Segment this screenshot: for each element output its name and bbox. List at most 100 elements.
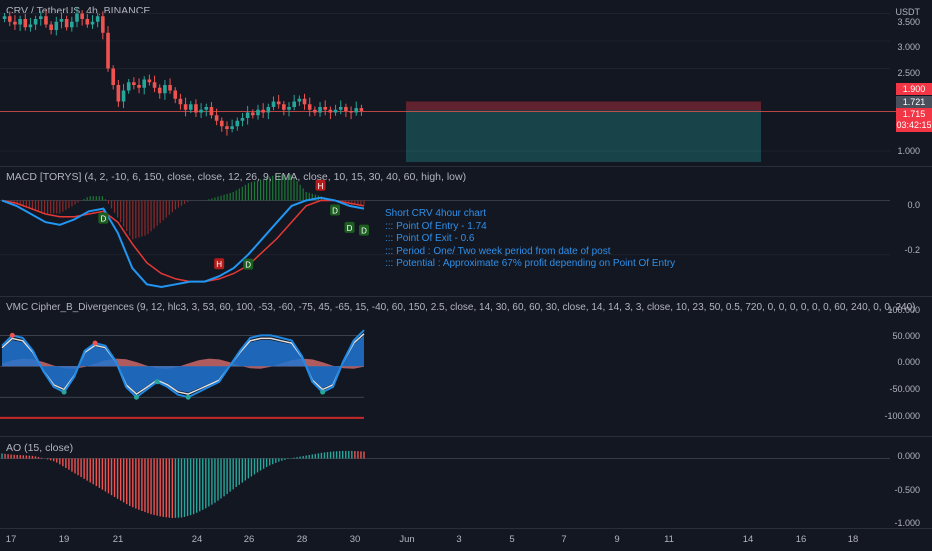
candle-body [219,120,224,127]
candle-body [121,90,126,102]
x-tick: 21 [112,534,124,545]
pane-separator-2[interactable] [0,296,932,297]
candle-body [54,21,59,30]
ao-tick-0: 0.000 [897,451,920,461]
candle-body [251,112,255,116]
ao-tick-neg05: -0.500 [894,485,920,495]
macd-tick-0: 0.0 [907,200,920,210]
candle-body [214,115,219,121]
macd-marker-label: H [318,182,324,191]
candle-body [328,109,333,113]
candle-body [23,19,28,28]
note-line-2: ::: Point Of Entry - 1.74 [385,220,487,232]
x-tick: 18 [847,534,859,545]
pane-separator-3[interactable] [0,436,932,437]
macd-tick-neg02: -0.2 [904,245,920,255]
vmc-cross-dot [61,389,67,395]
macd-marker-label: D [100,215,106,224]
candle-body [349,111,353,113]
time-axis[interactable]: 17 19 21 24 26 28 30 Jun 3 5 7 9 11 14 1… [0,528,932,551]
candle-body [354,108,359,113]
x-tick: 5 [509,534,515,545]
note-line-4: ::: Period : One/ Two week period from d… [385,245,611,257]
ao-title: AO (15, close) [6,442,74,454]
x-tick: 24 [191,534,203,545]
current-price-tag: 1.721 [896,96,932,108]
candle-body [276,101,281,105]
candle-body [318,107,322,113]
vmc-cipher-chart[interactable] [0,297,932,436]
price-tick-1000: 1.000 [897,146,920,156]
candle-body [137,85,141,88]
countdown-price: 1.715 [902,109,926,119]
take-profit-zone [406,110,761,162]
stop-price-tag: 1.900 [896,83,932,95]
candle-body [64,19,69,28]
candle-body [230,126,234,129]
x-tick: Jun [399,534,415,545]
x-tick: 28 [296,534,308,545]
macd-divergence-marker [359,224,369,236]
candle-body [106,32,110,69]
candle-body [18,19,22,25]
candle-body [302,98,307,105]
macd-marker-label: D [245,261,251,270]
vmc-cipher-pane[interactable]: VMC Cipher_B_Divergences (9, 12, hlc3, 3… [0,297,932,436]
note-line-1: Short CRV 4hour chart [385,208,486,219]
candle-body [33,19,38,25]
stop-loss-zone [406,101,761,111]
macd-marker-label: H [216,260,222,269]
candle-body [163,85,167,94]
candle-body [147,79,152,83]
candle-body [142,79,147,88]
x-tick: 17 [5,534,17,545]
candle-body [49,24,53,30]
candle-body [282,104,286,110]
candle-body [344,107,348,112]
candle-body [209,107,214,116]
x-tick: 7 [561,534,567,545]
candle-body [90,21,95,25]
candle-body [194,104,198,113]
ao-chart[interactable] [0,437,932,528]
candle-body [313,109,317,113]
x-tick: 11 [664,534,674,545]
macd-marker-label: D [332,207,338,216]
macd-marker-label: D [347,224,353,233]
candle-body [157,87,162,94]
note-line-5: ::: Potential : Approximate 67% profit d… [385,258,676,269]
price-chart[interactable] [0,0,932,166]
x-tick: 9 [614,534,620,545]
macd-marker-label: D [361,227,367,236]
candle-body [256,109,260,116]
candle-body [245,112,250,118]
vmc-tick-100: 100.000 [887,305,920,315]
candle-body [183,104,188,110]
candle-body [359,108,364,112]
vmc-cipher-title: VMC Cipher_B_Divergences (9, 12, hlc3, 3… [6,302,916,313]
candle-body [292,101,296,107]
vmc-cross-dot [154,379,160,385]
candle-body [126,82,131,91]
pane-separator-1[interactable] [0,166,932,167]
countdown-timer: 03:42:15 [896,120,932,130]
candle-body [235,120,240,127]
candle-body [199,109,203,113]
vmc-tick-0: 0.000 [897,357,920,367]
candle-body [80,13,84,19]
vmc-cross-dot [92,340,98,346]
candle-body [111,68,115,85]
macd-divergence-marker [243,258,254,270]
candle-body [188,104,193,110]
candle-body [13,21,17,25]
candle-body [266,107,271,113]
price-pane[interactable]: 3.500 3.000 2.500 1.000 1.900 1.721 1.71… [0,0,932,166]
macd-divergence-marker [330,204,341,216]
candle-body [70,21,74,28]
candle-body [173,90,178,99]
candle-body [95,16,100,22]
x-tick: 16 [795,534,807,545]
ao-pane[interactable]: AO (15, close) 0.000 -0.500 -1.000 [0,437,932,528]
